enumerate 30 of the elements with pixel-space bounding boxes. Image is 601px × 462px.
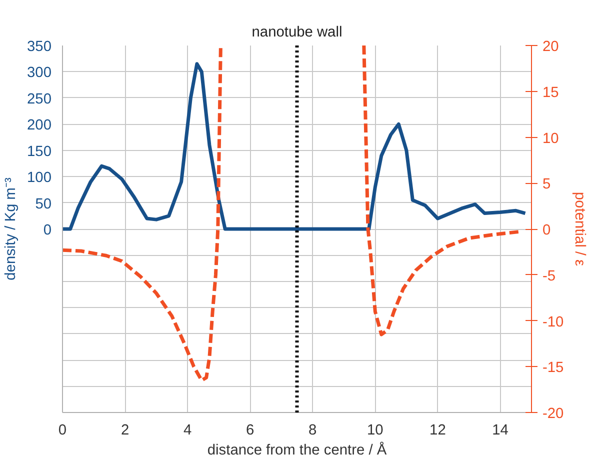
y2-axis-title: potential / ε [572, 192, 588, 267]
y-axis-title: density / Kg m⁻³ [3, 178, 20, 280]
y-tick-label: 250 [27, 91, 52, 108]
x-tick-label: 0 [58, 422, 67, 438]
line-series [62, 62, 527, 231]
y-tick-label: 200 [27, 118, 52, 134]
x-tick-label: 4 [183, 422, 192, 438]
y2-tick-label: 20 [542, 39, 559, 55]
y2-tick-label: -10 [542, 314, 564, 330]
y-tick-label: 150 [27, 144, 52, 160]
y-tick-label: 300 [27, 65, 52, 82]
x-tick-label: 10 [367, 422, 384, 438]
y-tick-label: 100 [27, 170, 52, 186]
y2-tick-label: 0 [542, 222, 551, 238]
y-tick-label: 350 [27, 39, 52, 55]
y-tick-label: 50 [35, 196, 52, 212]
x-tick-label: 14 [492, 422, 508, 438]
y2-tick-label: 10 [542, 130, 559, 147]
ref-line-label: nanotube wall [252, 24, 342, 40]
x-axis-title: distance from the centre / Å [207, 442, 387, 458]
y-tick-label: 0 [43, 222, 52, 238]
x-tick-label: 2 [120, 422, 130, 438]
x-tick-label: 12 [430, 422, 446, 438]
y2-tick-label: 5 [542, 176, 551, 193]
y2-tick-label: -5 [542, 268, 556, 284]
x-tick-label: 6 [246, 422, 254, 438]
y2-tick-label: -15 [542, 360, 564, 376]
y2-tick-label: -20 [542, 406, 564, 422]
y2-tick-label: 15 [542, 84, 559, 101]
x-tick-label: 8 [308, 422, 317, 438]
